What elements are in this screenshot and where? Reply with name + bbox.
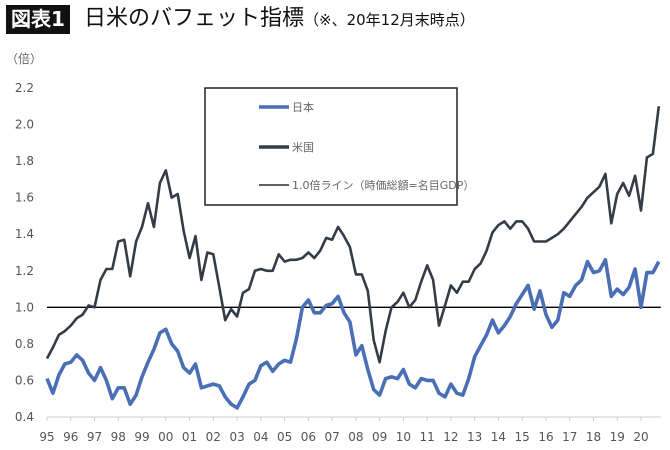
title-text: 日米のバフェット指標 bbox=[84, 6, 305, 31]
figure-badge: 図表1 bbox=[6, 5, 70, 34]
legend-label-japan: 日本 bbox=[292, 100, 314, 114]
y-axis-unit: （倍） bbox=[6, 52, 43, 66]
series-line-japan bbox=[45, 257, 661, 410]
y-tick-label: 1.6 bbox=[15, 191, 34, 205]
y-tick-label: 1.0 bbox=[15, 300, 34, 314]
legend: 日本 米国 1.0倍ライン（時価総額=名目GDP） bbox=[204, 87, 474, 206]
x-tick-label: 19 bbox=[610, 430, 625, 444]
x-tick-label: 96 bbox=[63, 430, 78, 444]
x-tick-label: 98 bbox=[111, 430, 126, 444]
series-line-us bbox=[45, 106, 661, 364]
legend-box bbox=[204, 87, 458, 206]
y-tick-label: 1.8 bbox=[15, 154, 34, 168]
x-tick-label: 11 bbox=[420, 430, 435, 444]
x-tick-label: 99 bbox=[134, 430, 149, 444]
x-tick-label: 17 bbox=[562, 430, 577, 444]
y-tick-label: 1.2 bbox=[15, 264, 34, 278]
x-tick-label: 97 bbox=[87, 430, 102, 444]
x-tick-label: 13 bbox=[467, 430, 482, 444]
x-tick-label: 01 bbox=[182, 430, 197, 444]
series-lines bbox=[45, 106, 661, 410]
x-tick-label: 15 bbox=[515, 430, 530, 444]
y-tick-label: 0.8 bbox=[15, 337, 34, 351]
y-tick-label: 0.4 bbox=[15, 410, 34, 424]
y-tick-label: 2.2 bbox=[15, 81, 34, 95]
x-tick-label: 04 bbox=[253, 430, 268, 444]
chart-title: 日米のバフェット指標（※、20年12月末時点） bbox=[84, 4, 475, 35]
x-tick-label: 10 bbox=[396, 430, 411, 444]
x-tick-label: 14 bbox=[491, 430, 506, 444]
x-tick-label: 07 bbox=[324, 430, 339, 444]
legend-label-us: 米国 bbox=[292, 141, 314, 154]
x-tick-label: 05 bbox=[277, 430, 292, 444]
x-tick-label: 95 bbox=[39, 430, 54, 444]
x-tick-label: 18 bbox=[586, 430, 601, 444]
x-tick-label: 00 bbox=[158, 430, 173, 444]
axes: 0.4 0.6 0.8 1.0 1.2 1.4 1.6 1.8 2.0 2.2 95 96 97 98 99… bbox=[15, 81, 661, 444]
x-tick-label: 08 bbox=[348, 430, 363, 444]
y-tick-label: 1.4 bbox=[15, 227, 34, 241]
legend-label-refline: 1.0倍ライン（時価総額=名目GDP） bbox=[292, 178, 474, 192]
title-note: （※、20年12月末時点） bbox=[304, 11, 475, 29]
y-tick-label: 0.6 bbox=[15, 373, 34, 387]
x-tick-label: 03 bbox=[229, 430, 244, 444]
x-tick-label: 20 bbox=[633, 430, 648, 444]
x-tick-label: 16 bbox=[538, 430, 553, 444]
y-tick-label: 2.0 bbox=[15, 118, 34, 132]
x-tick-label: 02 bbox=[206, 430, 221, 444]
x-tick-label: 09 bbox=[372, 430, 387, 444]
x-tick-label: 12 bbox=[443, 430, 458, 444]
x-tick-label: 06 bbox=[301, 430, 316, 444]
